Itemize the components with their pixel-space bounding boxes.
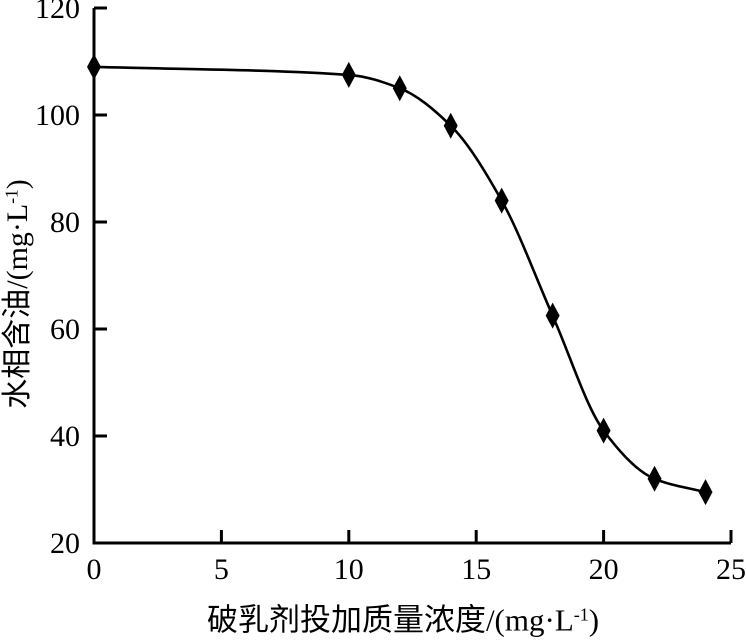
data-line <box>93 65 706 494</box>
data-point-marker <box>341 61 356 88</box>
axis-lines <box>92 8 731 545</box>
y-axis-label-superscript: -1 <box>1 189 22 204</box>
y-tick-label: 80 <box>50 206 80 239</box>
y-axis-label-close: ) <box>1 179 34 190</box>
x-tick-label: 0 <box>87 553 102 586</box>
data-point-marker <box>647 465 662 492</box>
data-point-marker <box>392 75 407 102</box>
data-point-marker <box>596 417 611 444</box>
y-axis-label: 水相含油/(mg·L-1) <box>1 179 34 409</box>
x-tick-label: 10 <box>334 553 364 586</box>
x-tick-label: 20 <box>589 553 619 586</box>
x-axis-label-close: ) <box>588 602 600 638</box>
x-tick-label: 15 <box>461 553 491 586</box>
x-tick-label: 5 <box>214 553 229 586</box>
y-tick-label: 120 <box>35 0 80 25</box>
x-axis-label-superscript: -1 <box>573 604 589 625</box>
data-point-marker <box>545 302 560 329</box>
y-axis-label-text: 水相含油/(mg·L <box>1 203 34 409</box>
y-tick-label: 40 <box>50 420 80 453</box>
y-tick-label: 100 <box>35 99 80 132</box>
y-tick-label: 60 <box>50 313 80 346</box>
data-point-marker <box>494 187 509 214</box>
x-axis-label: 破乳剂投加质量浓度/(mg·L-1) <box>207 605 599 636</box>
x-tick-label: 25 <box>716 553 746 586</box>
data-point-marker <box>443 112 458 139</box>
data-point-marker <box>87 53 101 80</box>
y-tick-label: 20 <box>50 527 80 560</box>
data-point-marker <box>698 479 713 506</box>
x-axis-label-text: 破乳剂投加质量浓度/(mg·L <box>206 602 574 638</box>
